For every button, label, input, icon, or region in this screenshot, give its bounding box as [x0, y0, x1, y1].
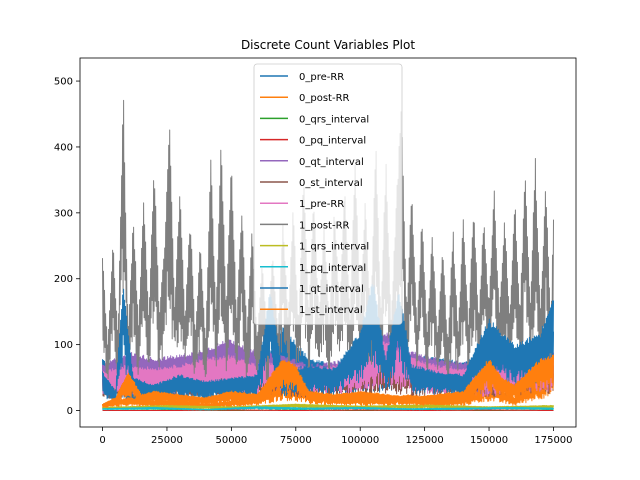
x-tick-label: 75000 — [280, 435, 312, 446]
legend-label: 1_qrs_interval — [299, 242, 369, 253]
y-tick-label: 200 — [54, 274, 73, 285]
legend: 0_pre-RR 0_post-RR 0_qrs_interval 0_pq_inte… — [253, 63, 403, 325]
legend-label: 0_pq_interval — [299, 136, 366, 147]
x-tick-label: 100000 — [341, 435, 379, 446]
x-tick-label: 25000 — [151, 435, 183, 446]
y-tick-label: 400 — [54, 142, 73, 153]
x-tick-label: 125000 — [406, 435, 444, 446]
series-line-0_pq_interval — [102, 409, 554, 411]
legend-label: 1_qt_interval — [299, 284, 364, 295]
legend-label: 0_qt_interval — [299, 157, 364, 168]
y-tick-label: 300 — [54, 208, 73, 219]
legend-label: 0_post-RR — [299, 93, 350, 104]
chart-title: Discrete Count Variables Plot — [241, 38, 415, 52]
legend-label: 0_qrs_interval — [299, 114, 369, 125]
legend-label: 1_pq_interval — [299, 263, 366, 274]
axes-frame — [79, 57, 577, 428]
legend-label: 0_st_interval — [299, 178, 363, 189]
series-line-1_pq_interval — [102, 406, 554, 411]
x-tick-label: 175000 — [534, 435, 572, 446]
legend-box — [253, 63, 403, 325]
series-line-1_qrs_interval — [102, 403, 554, 410]
x-tick-label: 0 — [99, 435, 105, 446]
x-tick-label: 150000 — [470, 435, 508, 446]
legend-label: 0_pre-RR — [299, 72, 344, 83]
legend-label: 1_st_interval — [299, 305, 363, 316]
y-tick-label: 500 — [54, 77, 73, 88]
plot-area: 0 25000 50000 75000 100000 125000 150000 175000… — [54, 57, 577, 446]
x-tick-label: 50000 — [215, 435, 247, 446]
y-tick-label: 0 — [67, 406, 73, 417]
series-line-1_st_interval — [102, 354, 554, 408]
legend-label: 1_pre-RR — [299, 199, 344, 210]
y-tick-label: 100 — [54, 340, 73, 351]
legend-label: 1_post-RR — [299, 220, 350, 231]
series-line-1_qt_interval — [102, 284, 554, 404]
